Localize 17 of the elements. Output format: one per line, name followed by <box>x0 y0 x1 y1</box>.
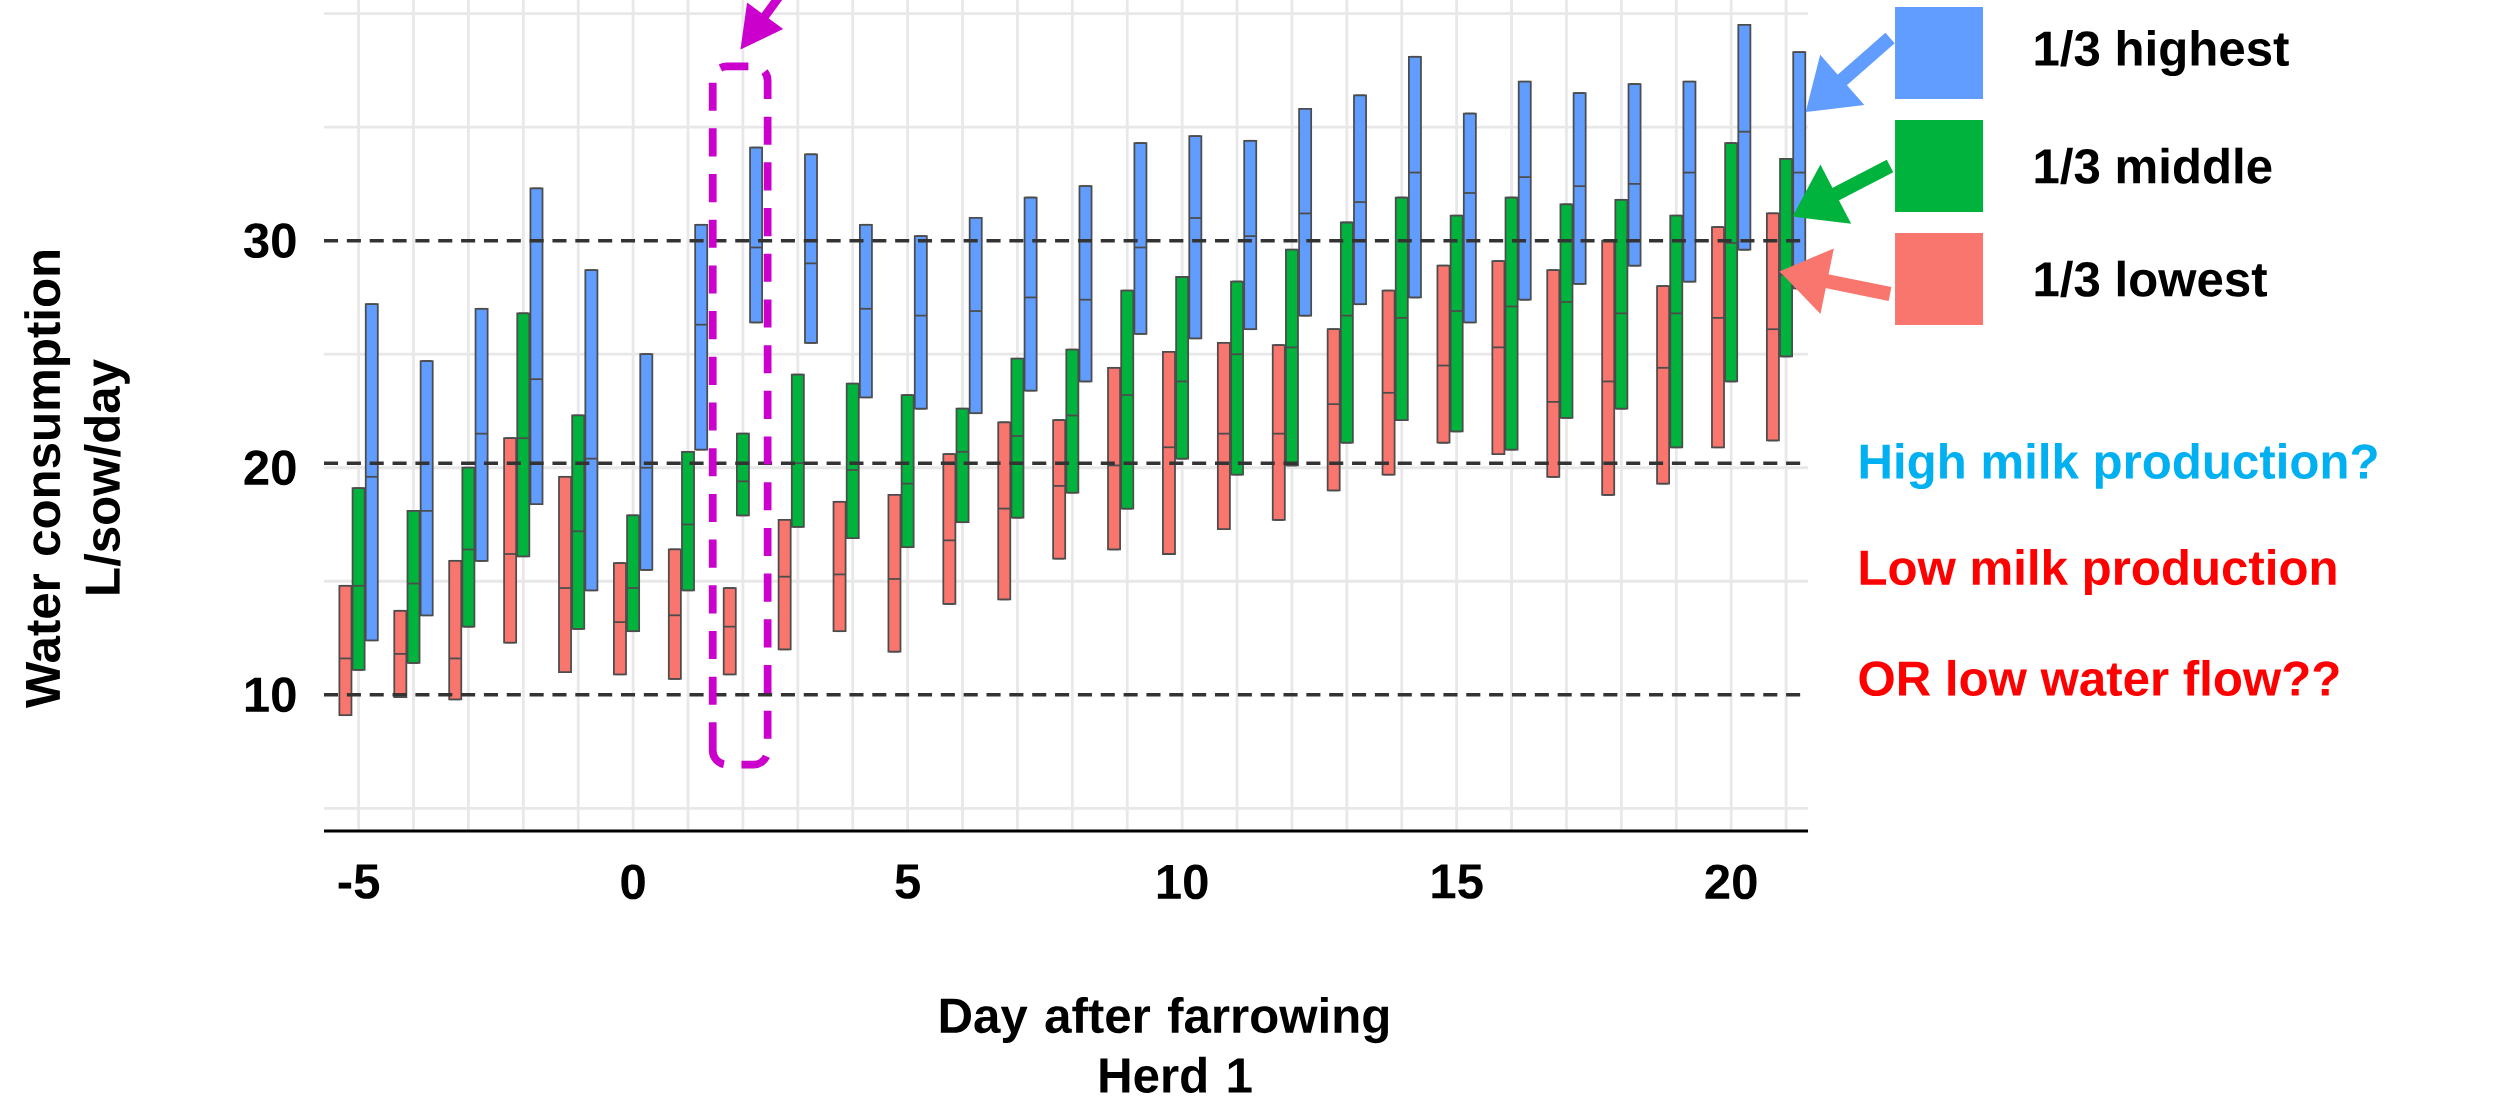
x-tick-label: 0 <box>621 864 645 900</box>
legend-label: 1/3 highest <box>2035 29 2289 77</box>
y-tick-label: 30 <box>243 223 296 259</box>
text: OR low water flow?? <box>1859 659 2339 697</box>
legend-label: 1/3 lowest <box>2035 260 2267 298</box>
x-tick-label: 15 <box>1432 864 1483 899</box>
x-tick-label: 10 <box>1157 864 1208 900</box>
x-axis-title: Day after farrowing Herd 1 <box>940 997 1389 1093</box>
y-axis-title: Water consumption L/sow/day <box>24 250 130 709</box>
x-tick-label: 5 <box>895 864 920 899</box>
text: Low milk production <box>1860 549 2336 595</box>
text: High milk production? <box>1860 442 2377 490</box>
y-tick-label: 10 <box>245 677 296 713</box>
x-tick-label: 20 <box>1705 864 1757 900</box>
x-tick-label: -5 <box>338 864 380 899</box>
y-tick-label: 20 <box>244 450 296 486</box>
legend-label: 1/3 middle <box>2035 147 2272 185</box>
